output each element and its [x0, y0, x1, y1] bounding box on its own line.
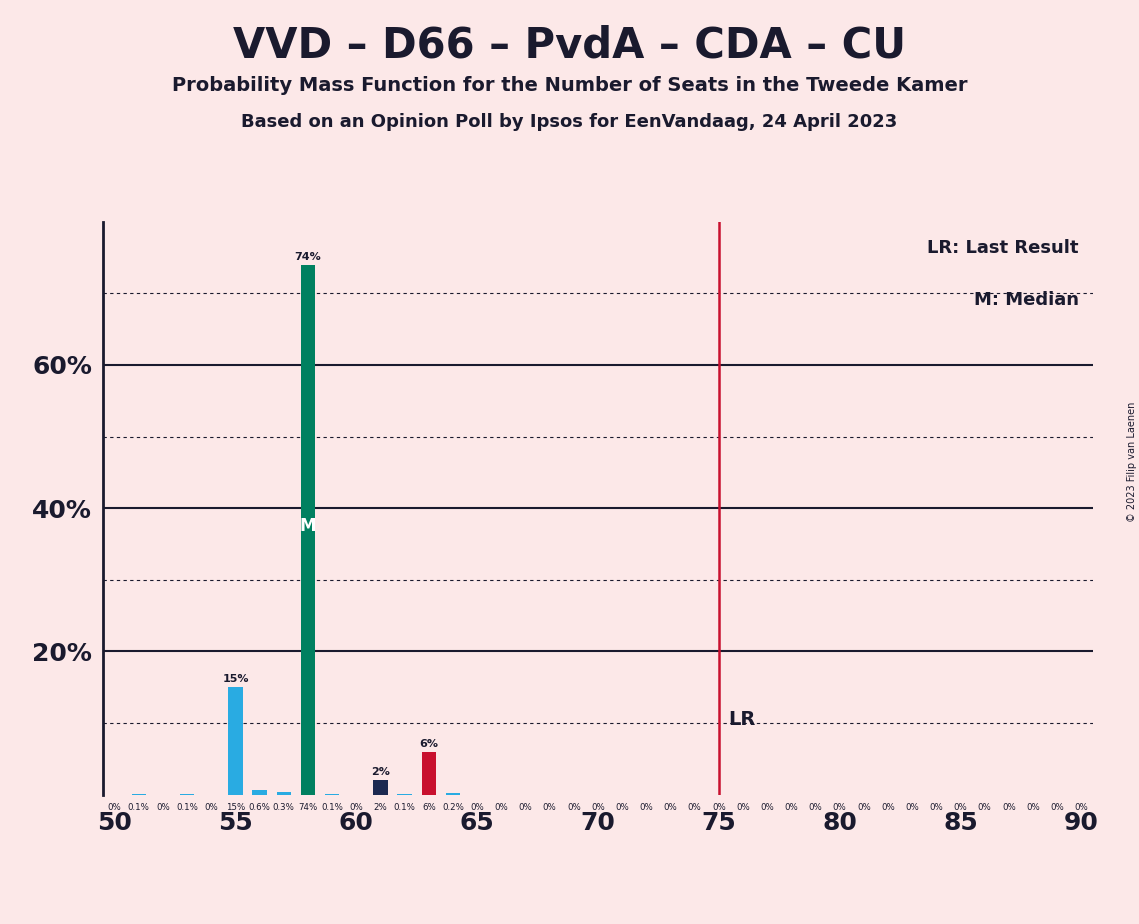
- Text: 0%: 0%: [156, 803, 170, 811]
- Text: 0%: 0%: [1002, 803, 1016, 811]
- Text: 0.1%: 0.1%: [394, 803, 416, 811]
- Text: 0%: 0%: [591, 803, 605, 811]
- Text: LR: LR: [729, 710, 756, 729]
- Text: 0%: 0%: [736, 803, 749, 811]
- Text: 0%: 0%: [833, 803, 846, 811]
- Text: 0%: 0%: [953, 803, 967, 811]
- Text: 0%: 0%: [977, 803, 992, 811]
- Text: 0%: 0%: [615, 803, 629, 811]
- Text: 74%: 74%: [298, 803, 318, 811]
- Text: 0.1%: 0.1%: [321, 803, 343, 811]
- Text: 6%: 6%: [419, 739, 439, 748]
- Text: 0.2%: 0.2%: [442, 803, 464, 811]
- Text: © 2023 Filip van Laenen: © 2023 Filip van Laenen: [1126, 402, 1137, 522]
- Text: 15%: 15%: [226, 803, 245, 811]
- Text: Based on an Opinion Poll by Ipsos for EenVandaag, 24 April 2023: Based on an Opinion Poll by Ipsos for Ee…: [241, 113, 898, 130]
- Text: 0%: 0%: [350, 803, 363, 811]
- Text: 0%: 0%: [1050, 803, 1064, 811]
- Text: 0%: 0%: [785, 803, 798, 811]
- Text: Probability Mass Function for the Number of Seats in the Tweede Kamer: Probability Mass Function for the Number…: [172, 76, 967, 95]
- Text: 0%: 0%: [543, 803, 557, 811]
- Bar: [374, 780, 387, 795]
- Text: 0%: 0%: [567, 803, 581, 811]
- Text: 0%: 0%: [906, 803, 919, 811]
- Text: 0%: 0%: [494, 803, 508, 811]
- Text: 0.1%: 0.1%: [177, 803, 198, 811]
- Text: 0%: 0%: [882, 803, 895, 811]
- Text: 0%: 0%: [664, 803, 678, 811]
- Text: 0%: 0%: [1026, 803, 1040, 811]
- Text: 0%: 0%: [809, 803, 822, 811]
- Text: LR: Last Result: LR: Last Result: [927, 239, 1079, 257]
- Text: 0%: 0%: [712, 803, 726, 811]
- Bar: [421, 752, 436, 795]
- Text: 0.1%: 0.1%: [128, 803, 149, 811]
- Text: 0%: 0%: [108, 803, 122, 811]
- Text: 74%: 74%: [295, 252, 321, 261]
- Bar: [253, 790, 267, 795]
- Text: 2%: 2%: [374, 803, 387, 811]
- Text: 0%: 0%: [929, 803, 943, 811]
- Text: 2%: 2%: [371, 768, 390, 777]
- Text: 0.3%: 0.3%: [273, 803, 295, 811]
- Bar: [277, 793, 292, 795]
- Text: 0%: 0%: [639, 803, 653, 811]
- Text: 0%: 0%: [857, 803, 870, 811]
- Bar: [445, 793, 460, 795]
- Text: M: Median: M: Median: [974, 290, 1079, 309]
- Text: 0.6%: 0.6%: [248, 803, 271, 811]
- Text: 0%: 0%: [688, 803, 702, 811]
- Text: 0%: 0%: [204, 803, 219, 811]
- Text: M: M: [300, 517, 317, 535]
- Text: VVD – D66 – PvdA – CDA – CU: VVD – D66 – PvdA – CDA – CU: [233, 24, 906, 66]
- Text: 0%: 0%: [761, 803, 775, 811]
- Text: 0%: 0%: [470, 803, 484, 811]
- Text: 0%: 0%: [518, 803, 532, 811]
- Text: 0%: 0%: [1074, 803, 1088, 811]
- Text: 15%: 15%: [222, 675, 248, 685]
- Bar: [228, 687, 243, 795]
- Bar: [301, 264, 316, 795]
- Text: 6%: 6%: [421, 803, 435, 811]
